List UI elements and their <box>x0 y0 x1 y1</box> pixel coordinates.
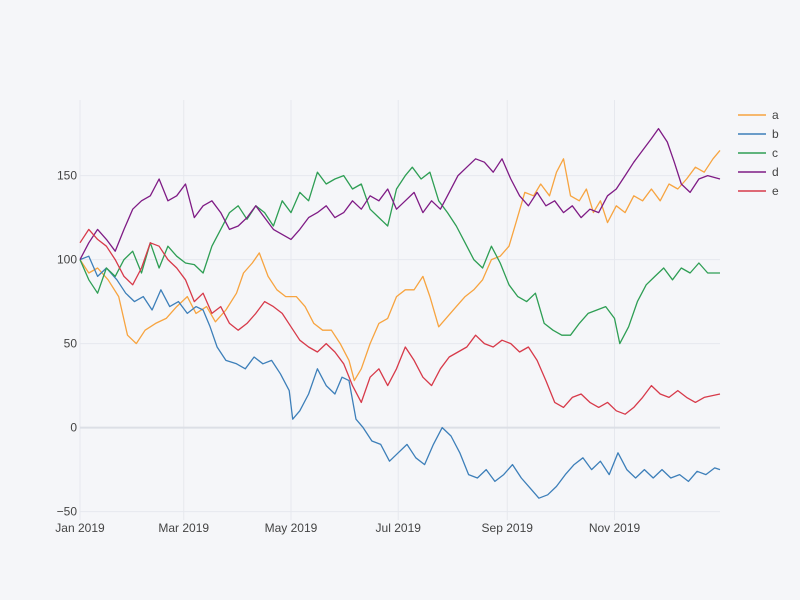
series-line-c <box>79 166 720 345</box>
x-tick-label: Sep 2019 <box>482 521 534 535</box>
y-tick-label: 100 <box>57 253 77 267</box>
legend-item-a[interactable]: a <box>738 108 779 122</box>
x-gridlines <box>79 100 616 520</box>
series-lines <box>79 127 721 499</box>
x-tick-label: Nov 2019 <box>589 521 641 535</box>
series-line-d <box>79 127 721 260</box>
legend-item-b[interactable]: b <box>738 127 779 141</box>
series-line-a <box>79 149 721 382</box>
series-line-b <box>79 255 721 499</box>
legend-item-e[interactable]: e <box>738 184 779 198</box>
legend-label: c <box>772 146 778 160</box>
legend-item-c[interactable]: c <box>738 146 778 160</box>
y-axis-tick-labels: −50 0 50 100 150 <box>57 169 78 519</box>
y-tick-label: 150 <box>57 169 77 183</box>
x-tick-label: May 2019 <box>265 521 318 535</box>
y-tick-label: 50 <box>64 337 78 351</box>
legend-item-d[interactable]: d <box>738 165 779 179</box>
legend-label: d <box>772 165 779 179</box>
legend-label: e <box>772 184 779 198</box>
x-tick-label: Jul 2019 <box>376 521 422 535</box>
series-line-e <box>79 228 721 415</box>
legend-label: a <box>772 108 779 122</box>
legend-label: b <box>772 127 779 141</box>
y-tick-label: −50 <box>57 505 78 519</box>
x-tick-label: Mar 2019 <box>158 521 209 535</box>
x-tick-label: Jan 2019 <box>55 521 105 535</box>
y-gridlines <box>80 175 720 513</box>
x-axis-tick-labels: Jan 2019 Mar 2019 May 2019 Jul 2019 Sep 2019… <box>55 521 640 535</box>
y-tick-label: 0 <box>70 421 77 435</box>
